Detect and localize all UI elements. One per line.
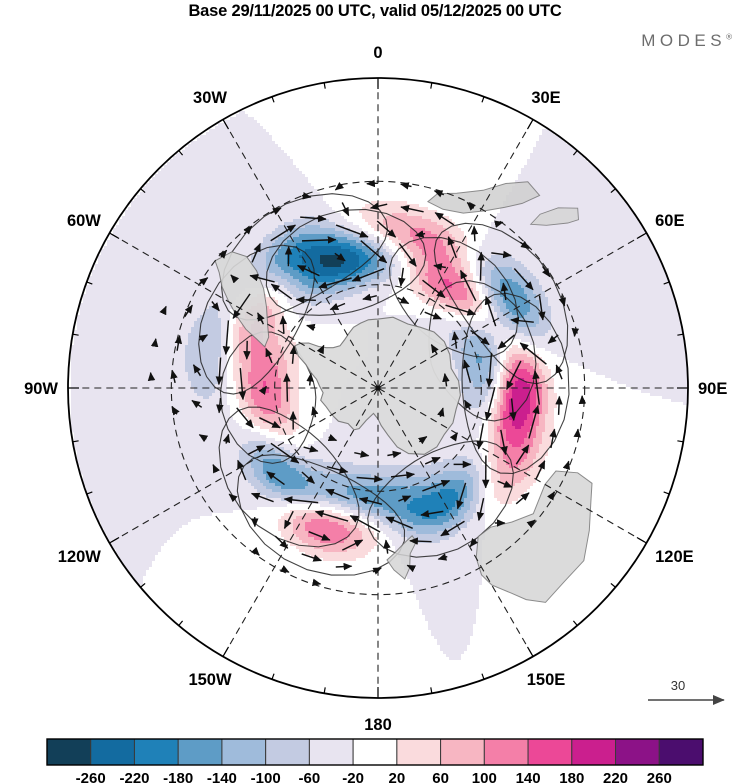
registered-mark: ®: [726, 32, 732, 42]
colorbar-tick-label: 140: [516, 770, 541, 783]
colorbar-tick-label: 220: [603, 770, 628, 783]
brand-text: MODES: [641, 31, 727, 50]
colorbar-tick-label: -100: [251, 770, 281, 783]
colorbar-tick-label: 20: [389, 770, 406, 783]
longitude-label-0: 0: [373, 44, 382, 62]
graticule: [68, 78, 688, 698]
colorbar-tick-label: -140: [207, 770, 237, 783]
colorbar-tick-label: -20: [342, 770, 364, 783]
colorbar-swatch: [90, 738, 135, 766]
colorbar-swatch: [133, 738, 179, 766]
colorbar-tick-label: -180: [163, 770, 193, 783]
colorbar-swatch: [177, 738, 223, 766]
colorbar-tick-label: 60: [432, 770, 449, 783]
longitude-labels: 0 30E 60E 90E 120E 150E 180 150W 120W 90W 60W 30W: [24, 44, 727, 734]
colorbar-swatch: [615, 738, 660, 766]
longitude-label-120W: 120W: [58, 548, 102, 566]
colorbar-swatch: [658, 738, 704, 766]
colorbar-swatch: [221, 738, 267, 766]
longitude-label-60W: 60W: [67, 212, 101, 230]
colorbar-tick-label: -60: [299, 770, 321, 783]
colorbar-tick-label: -220: [119, 770, 149, 783]
longitude-label-120E: 120E: [655, 548, 694, 566]
vector-key-label: 30: [671, 678, 685, 693]
longitude-label-60E: 60E: [655, 212, 684, 230]
colorbar-swatch: [265, 738, 310, 766]
modes-logo: MODES®: [641, 31, 732, 51]
longitude-label-90E: 90E: [698, 380, 727, 398]
longitude-label-180: 180: [364, 716, 392, 734]
vector-key: 30: [648, 678, 725, 706]
longitude-label-150E: 150E: [527, 671, 566, 689]
colorbar: -260 -220 -180 -140 -100 -60 -20 20 60 100 140 180 2…: [46, 738, 704, 783]
page-title: Base 29/11/2025 00 UTC, valid 05/12/2025…: [188, 2, 562, 20]
wind-vectors: [147, 179, 587, 587]
colorbar-tick-label: 100: [472, 770, 497, 783]
longitude-label-30E: 30E: [531, 89, 560, 107]
colorbar-swatch: [571, 738, 617, 766]
colorbar-swatch: [352, 738, 398, 766]
map-boundary: [67, 77, 689, 699]
colorbar-swatch: [440, 738, 485, 766]
colorbar-swatch: [527, 738, 573, 766]
longitude-label-30W: 30W: [193, 89, 227, 107]
longitude-label-150W: 150W: [188, 671, 232, 689]
colorbar-tick-label: -260: [76, 770, 106, 783]
colorbar-swatch: [46, 738, 92, 766]
longitude-label-90W: 90W: [24, 380, 58, 398]
colorbar-tick-label: 180: [559, 770, 584, 783]
colorbar-swatch: [308, 738, 354, 766]
colorbar-swatch: [396, 738, 442, 766]
colorbar-swatch: [483, 738, 529, 766]
colorbar-tick-label: 260: [647, 770, 672, 783]
